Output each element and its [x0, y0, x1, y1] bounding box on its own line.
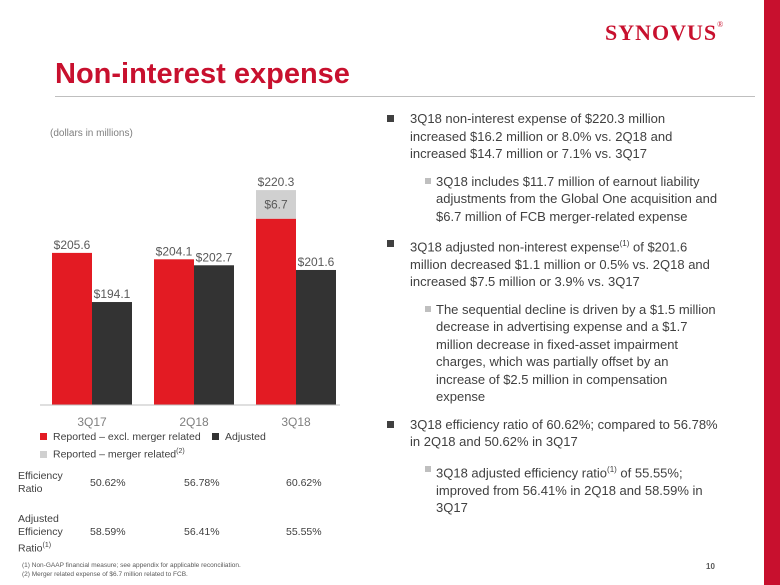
adjusted-efficiency-value-3q17: 58.59%	[90, 526, 126, 538]
label-reported-2Q18: $204.1	[156, 244, 193, 258]
bar-adjusted-3Q18	[296, 269, 336, 405]
adjusted-efficiency-value-2q18: 56.41%	[184, 526, 220, 538]
company-logo: SYNOVUS®	[605, 20, 725, 45]
bullet-adjusted-efficiency: 3Q18 adjusted efficiency ratio(1) of 55.…	[398, 461, 718, 517]
legend-swatch-gray	[40, 450, 47, 458]
bar-reported-2Q18	[154, 259, 194, 405]
bar-merger-3Q18	[256, 190, 296, 219]
label-adjusted-3Q17: $194.1	[94, 287, 131, 301]
x-tick-3Q17: 3Q17	[77, 415, 107, 429]
efficiency-value-3q18: 60.62%	[286, 477, 322, 489]
label-adjusted-2Q18: $202.7	[196, 250, 233, 264]
bar-reported-3Q18	[256, 218, 296, 405]
legend-swatch-red	[40, 433, 47, 440]
footnotes: (1) Non-GAAP financial measure; see appe…	[22, 561, 241, 579]
legend-item-adjusted: Adjusted	[212, 431, 266, 443]
slide-title: Non-interest expense	[55, 58, 350, 90]
label-merger-3Q18: $6.7	[264, 197, 288, 211]
adjusted-efficiency-value-3q18: 55.55%	[286, 526, 322, 538]
bar-adjusted-2Q18	[194, 265, 234, 405]
title-divider	[55, 96, 755, 97]
bullet-nie-summary: 3Q18 non-interest expense of $220.3 mill…	[387, 110, 718, 163]
efficiency-value-3q17: 50.62%	[90, 477, 126, 489]
legend-item-merger: Reported – merger related(2)	[40, 448, 185, 461]
bullet-efficiency-ratio: 3Q18 efficiency ratio of 60.62%; compare…	[387, 416, 718, 451]
legend-swatch-dark	[212, 433, 219, 440]
footnote-1: (1) Non-GAAP financial measure; see appe…	[22, 562, 241, 569]
bullet-sequential-decline: The sequential decline is driven by a $1…	[398, 301, 718, 406]
bullet-nie-detail: 3Q18 includes $11.7 million of earnout l…	[398, 173, 718, 226]
chart-units-note: (dollars in millions)	[50, 128, 133, 139]
adjusted-efficiency-label: Adjusted Efficiency Ratio(1)	[18, 513, 63, 555]
right-accent-bar	[764, 0, 780, 585]
expense-bar-chart: $205.6 $194.1 3Q17 $204.1 $202.7 2Q18 $6.7 $220…	[40, 175, 340, 429]
page-number: 10	[706, 562, 715, 571]
footnote-2: (2) Merger related expense of $6.7 milli…	[22, 571, 188, 578]
bar-adjusted-3Q17	[92, 302, 132, 405]
label-reported-3Q17: $205.6	[54, 238, 91, 252]
bullet-adjusted-nie: 3Q18 adjusted non-interest expense(1) of…	[387, 235, 718, 291]
x-tick-3Q18: 3Q18	[281, 415, 311, 429]
commentary-bullets: 3Q18 non-interest expense of $220.3 mill…	[387, 110, 718, 527]
x-tick-2Q18: 2Q18	[179, 415, 209, 429]
label-adjusted-3Q18: $201.6	[298, 255, 335, 269]
bar-reported-3Q17	[52, 252, 92, 405]
legend-item-reported-excl: Reported – excl. merger related	[40, 431, 201, 443]
efficiency-value-2q18: 56.78%	[184, 477, 220, 489]
label-reported-3Q18: $220.3	[258, 175, 295, 189]
efficiency-ratio-label: Efficiency Ratio	[18, 470, 63, 495]
